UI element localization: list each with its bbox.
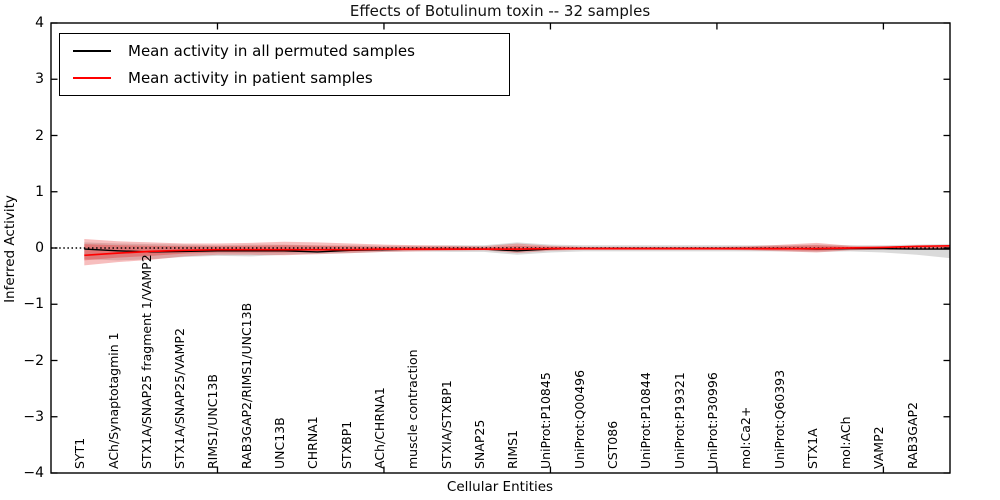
x-category-label: mol:Ca2+ — [738, 406, 754, 469]
x-category-label: UNC13B — [272, 417, 288, 469]
x-category-label: UniProt:Q60393 — [771, 369, 787, 469]
legend-label: Mean activity in patient samples — [128, 69, 373, 87]
x-category-label: ACh/CHRNA1 — [371, 387, 387, 469]
x-category-label: RIMS1/UNC13B — [205, 374, 221, 469]
y-tick-label: −1 — [23, 296, 44, 313]
x-category-label: muscle contraction — [405, 349, 421, 469]
chart-title: Effects of Botulinum toxin -- 32 samples — [349, 2, 651, 20]
legend-label: Mean activity in all permuted samples — [128, 42, 415, 60]
x-category-label: RAB3GAP2 — [904, 402, 920, 469]
legend-entry-patient: Mean activity in patient samples — [73, 69, 509, 87]
y-tick-label: 2 — [35, 127, 44, 144]
y-tick-label: 3 — [35, 71, 44, 88]
x-category-label: UniProt:P10845 — [538, 372, 554, 469]
band-patient-samples-outer-range — [84, 239, 950, 266]
y-tick-label: 1 — [35, 183, 44, 200]
y-tick-label: −4 — [23, 465, 44, 481]
x-category-label: SNAP25 — [471, 419, 487, 469]
x-category-label: UniProt:P19321 — [671, 372, 687, 469]
x-category-label: SYT1 — [72, 437, 88, 469]
x-category-label: UniProt:Q00496 — [571, 369, 587, 469]
tick-marks — [51, 22, 950, 474]
x-category-label: CST086 — [605, 420, 621, 469]
legend-entry-permuted: Mean activity in all permuted samples — [73, 42, 509, 60]
y-tick-label: −3 — [23, 408, 44, 425]
patient-mean-line — [84, 244, 950, 257]
x-category-label: mol:ACh — [838, 416, 854, 470]
x-category-label: ACh/Synaptotagmin 1 — [105, 332, 121, 469]
x-category-label: STXBP1 — [338, 420, 354, 469]
legend: Mean activity in all permuted samples Me… — [59, 33, 510, 96]
x-axis-label: Cellular Entities — [446, 479, 554, 495]
legend-line-red — [73, 77, 111, 79]
x-category-label: UniProt:P10844 — [638, 372, 654, 469]
x-category-label: STX1A — [804, 428, 820, 469]
x-category-label: UniProt:P30996 — [704, 372, 720, 469]
x-category-label: VAMP2 — [871, 426, 887, 469]
y-tick-label: 0 — [35, 240, 44, 256]
x-category-label: STX1A/SNAP25 fragment 1/VAMP2 — [138, 254, 154, 469]
y-tick-label: 4 — [35, 15, 44, 31]
plot-data-layer — [51, 239, 950, 266]
x-category-label: CHRNA1 — [305, 416, 321, 469]
y-tick-label: −2 — [23, 352, 44, 369]
legend-line-black — [73, 50, 111, 52]
x-category-label: STXIA/STXBP1 — [438, 380, 454, 469]
x-category-label: RAB3GAP2/RIMS1/UNC13B — [238, 302, 254, 469]
x-category-label: RIMS1 — [505, 429, 521, 469]
x-category-label: STX1A/SNAP25/VAMP2 — [172, 328, 188, 469]
y-axis-label: Inferred Activity — [2, 195, 18, 303]
